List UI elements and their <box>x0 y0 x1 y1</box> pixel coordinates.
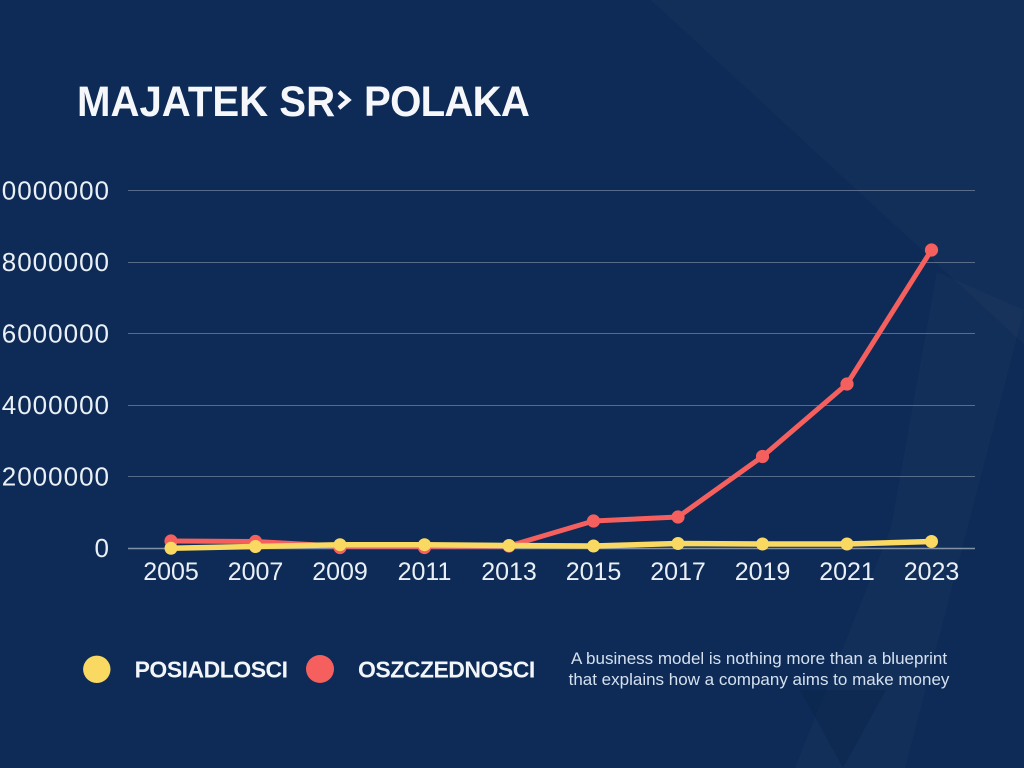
svg-text:2015: 2015 <box>566 558 622 586</box>
svg-text:2021: 2021 <box>819 558 875 586</box>
svg-text:2007: 2007 <box>228 558 284 586</box>
svg-text:10000000: 10000000 <box>0 176 110 206</box>
svg-text:4000000: 4000000 <box>2 390 110 420</box>
svg-text:0: 0 <box>95 533 110 563</box>
svg-text:6000000: 6000000 <box>2 319 110 349</box>
svg-text:2011: 2011 <box>398 558 452 586</box>
svg-text:2013: 2013 <box>481 558 537 586</box>
svg-text:2023: 2023 <box>904 558 960 586</box>
svg-text:OSZCZEDNOSCI: OSZCZEDNOSCI <box>358 656 535 682</box>
svg-text:2019: 2019 <box>735 558 791 586</box>
svg-text:8000000: 8000000 <box>2 247 110 277</box>
svg-text:POSIADLOSCI: POSIADLOSCI <box>135 656 288 682</box>
svg-text:2009: 2009 <box>312 558 368 586</box>
svg-text:2017: 2017 <box>650 558 706 586</box>
svg-text:2000000: 2000000 <box>2 462 110 492</box>
svg-text:2005: 2005 <box>143 558 199 586</box>
